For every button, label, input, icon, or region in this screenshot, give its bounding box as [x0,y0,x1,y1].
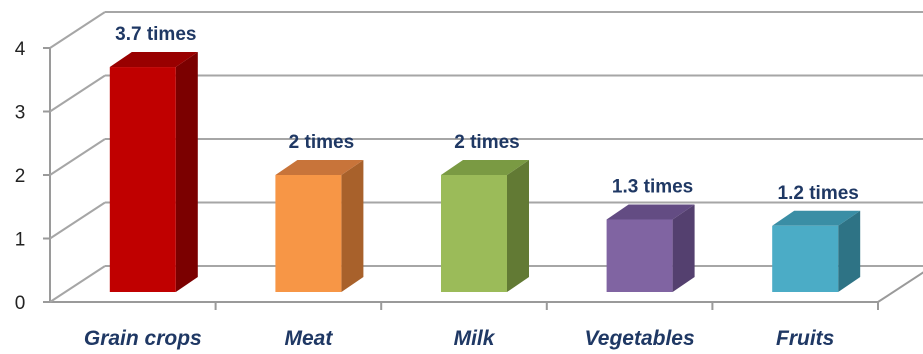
bar-top [441,160,529,175]
y-tick-label: 2 [15,166,26,187]
category-label: Meat [284,327,333,350]
bar [606,219,673,292]
bar-side [175,52,198,292]
data-label: 1.2 times [778,183,859,204]
bar-top [275,160,364,175]
category-label: Grain crops [84,327,202,350]
gridline-diagonal [49,201,106,240]
gridline-diagonal [49,265,106,303]
data-label: 3.7 times [115,24,196,45]
bar-side [838,210,861,292]
bar-top [772,210,861,226]
bar [772,225,839,292]
bar-side [341,160,364,292]
bar [275,175,342,292]
bar-side [507,160,529,292]
category-label: Vegetables [585,327,695,350]
data-label: 2 times [454,132,519,153]
category-label: Milk [454,327,496,350]
bar-side [672,204,695,292]
y-tick-label: 1 [15,230,26,251]
y-tick-label: 4 [15,39,26,60]
y-tick-label: 3 [15,103,26,124]
data-label: 1.3 times [612,176,693,197]
gridline-diagonal [49,74,106,113]
category-label: Fruits [776,327,834,350]
bar [109,67,176,292]
data-label: 2 times [289,132,354,153]
bar [441,175,507,292]
bar-top [606,204,695,220]
gridline-diagonal [49,138,106,176]
bar-top [109,52,198,68]
y-tick-label: 0 [15,293,26,314]
gridline-diagonal [49,11,106,49]
